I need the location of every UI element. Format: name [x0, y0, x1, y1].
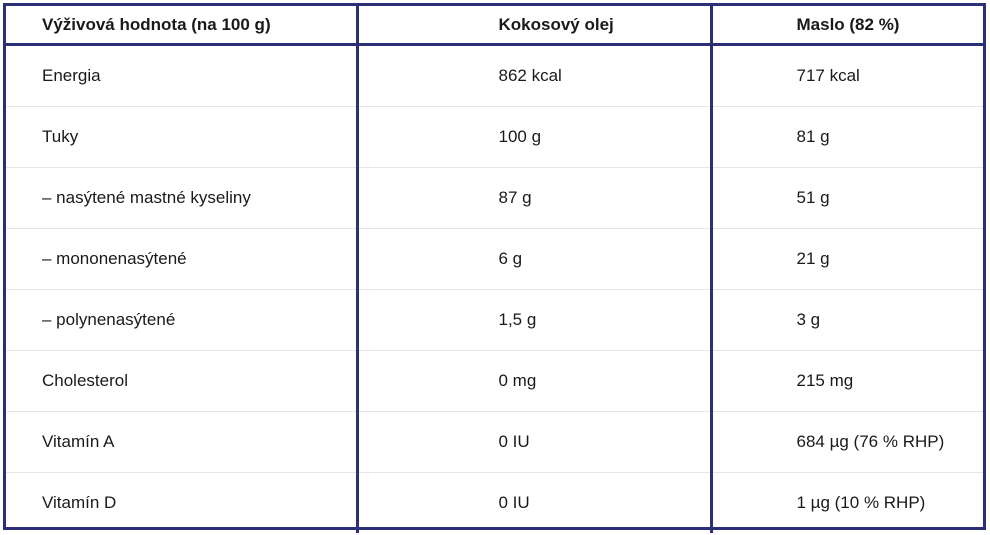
coconut-oil-cell: 1,5 g — [357, 289, 713, 351]
table-row: Tuky 100 g 81 g — [6, 106, 983, 168]
coconut-oil-cell: 0 IU — [357, 472, 713, 533]
header-coconut-oil: Kokosový olej — [357, 6, 713, 46]
nutrient-cell: – polynenasýtené — [6, 289, 359, 351]
coconut-oil-cell: 0 IU — [357, 411, 713, 473]
butter-cell: 684 µg (76 % RHP) — [711, 411, 983, 473]
nutrient-cell: – mononenasýtené — [6, 228, 359, 290]
coconut-oil-cell: 100 g — [357, 106, 713, 168]
nutrient-cell: Vitamín A — [6, 411, 359, 473]
butter-cell: 3 g — [711, 289, 983, 351]
table-row: Energia 862 kcal 717 kcal — [6, 44, 983, 107]
nutrient-cell: Vitamín D — [6, 472, 359, 533]
butter-cell: 215 mg — [711, 350, 983, 412]
nutrient-cell: Cholesterol — [6, 350, 359, 412]
table-row: Vitamín A 0 IU 684 µg (76 % RHP) — [6, 411, 983, 473]
nutrient-cell: Energia — [6, 44, 359, 107]
nutrient-cell: Tuky — [6, 106, 359, 168]
nutrition-comparison-table-container: Výživová hodnota (na 100 g) Kokosový ole… — [3, 3, 986, 533]
butter-cell: 21 g — [711, 228, 983, 290]
butter-cell: 51 g — [711, 167, 983, 229]
table-row: – polynenasýtené 1,5 g 3 g — [6, 289, 983, 351]
header-butter: Maslo (82 %) — [711, 6, 983, 46]
coconut-oil-cell: 87 g — [357, 167, 713, 229]
butter-cell: 81 g — [711, 106, 983, 168]
coconut-oil-cell: 0 mg — [357, 350, 713, 412]
coconut-oil-cell: 862 kcal — [357, 44, 713, 107]
butter-cell: 1 µg (10 % RHP) — [796, 493, 926, 512]
nutrition-comparison-table: Výživová hodnota (na 100 g) Kokosový ole… — [6, 6, 983, 533]
table-row: – nasýtené mastné kyseliny 87 g 51 g — [6, 167, 983, 229]
table-row: Vitamín D 0 IU 1 µg (10 % RHP) — [6, 472, 983, 533]
butter-cell: 717 kcal — [711, 44, 983, 107]
table-header-row: Výživová hodnota (na 100 g) Kokosový ole… — [6, 6, 983, 46]
header-nutrient: Výživová hodnota (na 100 g) — [6, 6, 359, 46]
table-row: Cholesterol 0 mg 215 mg — [6, 350, 983, 412]
nutrient-cell: – nasýtené mastné kyseliny — [6, 167, 359, 229]
table-row: – mononenasýtené 6 g 21 g — [6, 228, 983, 290]
coconut-oil-cell: 6 g — [357, 228, 713, 290]
